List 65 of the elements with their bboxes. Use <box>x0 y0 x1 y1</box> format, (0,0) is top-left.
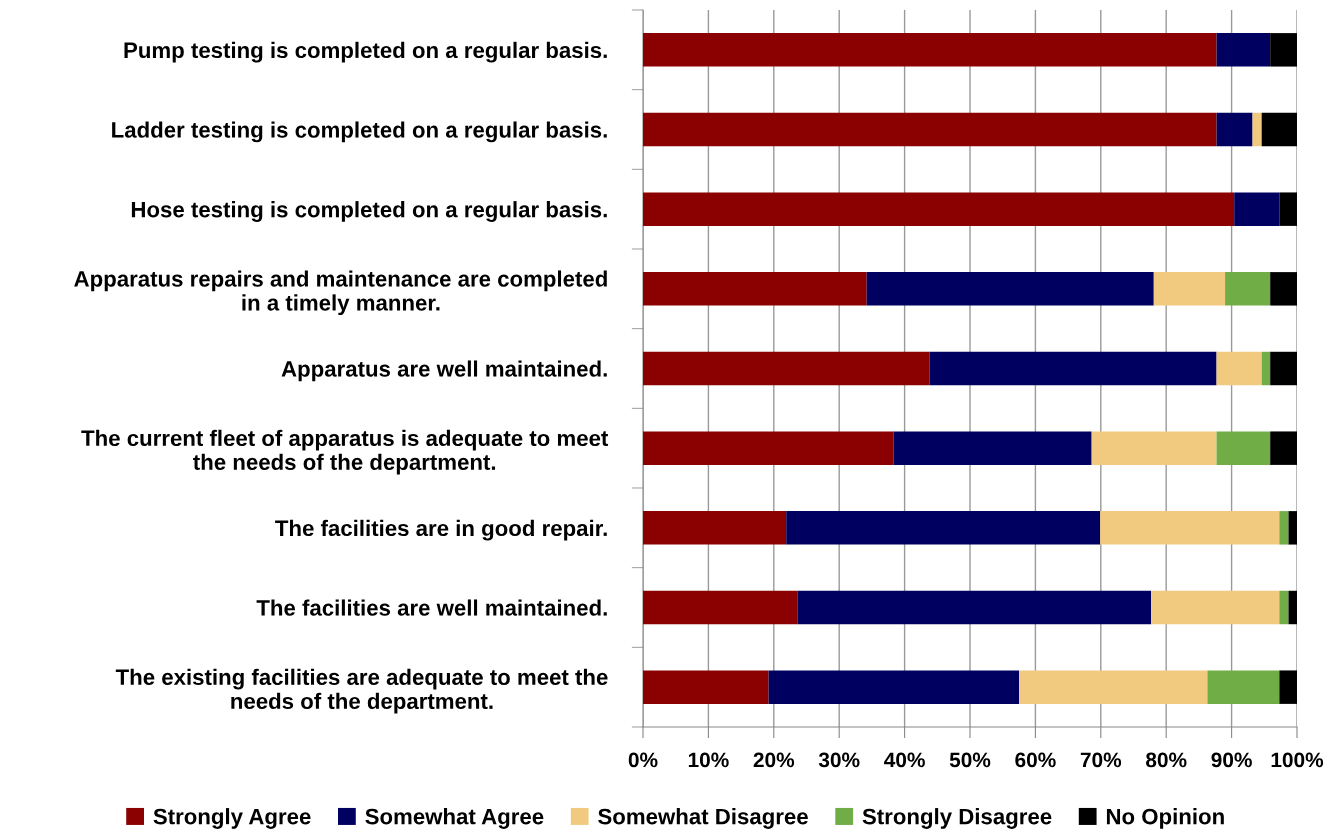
bar <box>1216 33 1271 67</box>
bar <box>643 590 798 625</box>
legend-label: Somewhat Disagree <box>598 808 808 829</box>
bar <box>1279 511 1289 545</box>
bar <box>1270 33 1297 67</box>
x-tick-label: 40% <box>884 752 925 768</box>
x-tick-label: 80% <box>1146 752 1187 768</box>
x-tick-label: 10% <box>688 752 729 768</box>
legend-label: Somewhat Agree <box>365 808 544 829</box>
bar <box>1225 272 1271 306</box>
bar <box>643 511 787 545</box>
bar <box>643 272 867 306</box>
bar <box>643 192 1235 226</box>
bar <box>643 431 894 465</box>
legend-label: No Opinion <box>1106 808 1224 829</box>
bar <box>1279 590 1289 625</box>
y-tick-label: The facilities are well maintained. <box>256 599 607 616</box>
x-tick-label: 90% <box>1211 752 1252 768</box>
bar <box>1270 431 1297 465</box>
bar <box>643 112 1217 147</box>
bar <box>786 511 1101 545</box>
bar <box>768 670 1020 704</box>
bar <box>1270 351 1297 386</box>
bar <box>1153 272 1226 306</box>
bar <box>866 272 1154 306</box>
y-tick-label: Hose testing is completed on a regular basis. <box>131 201 607 222</box>
bar <box>1288 590 1297 625</box>
bar <box>929 351 1217 386</box>
y-tick-label: Ladder testing is completed on a regular basis. <box>112 121 607 143</box>
legend-label: Strongly Disagree <box>862 808 1052 829</box>
y-tick-label: The facilities are in good repair. <box>275 519 607 541</box>
bar <box>1207 670 1280 704</box>
bar <box>1252 112 1262 147</box>
bar <box>1288 511 1297 545</box>
bar <box>1279 670 1297 704</box>
y-tick-label: The current fleet of apparatus is adequate to meet the needs of the department. <box>81 429 609 475</box>
bar <box>1216 112 1253 147</box>
bar <box>1279 192 1297 226</box>
x-tick-label: 30% <box>818 752 860 768</box>
x-tick-label: 0% <box>628 752 658 768</box>
legend-label: Strongly Agree <box>153 808 311 829</box>
bar <box>1091 431 1217 465</box>
bar <box>1151 590 1280 625</box>
bar <box>643 33 1217 67</box>
bar <box>1261 351 1271 386</box>
y-tick-label: The existing facilities are adequate to meet the needs of the department. <box>115 668 608 714</box>
x-tick-label: 100% <box>1271 752 1324 768</box>
bar <box>1216 351 1262 386</box>
bar <box>643 351 930 386</box>
x-tick-label: 70% <box>1080 752 1122 768</box>
y-tick-label: Apparatus are well maintained. <box>281 360 607 382</box>
bar <box>797 590 1152 625</box>
bar <box>1270 272 1297 306</box>
bar <box>1019 670 1208 704</box>
bar <box>1261 112 1297 147</box>
bar <box>1100 511 1280 545</box>
x-tick-label: 20% <box>753 752 795 768</box>
bar <box>643 670 769 704</box>
bar <box>1234 192 1280 226</box>
x-tick-label: 60% <box>1015 752 1056 768</box>
y-tick-label: Pump testing is completed on a regular basis. <box>124 41 607 63</box>
x-tick-label: 50% <box>949 752 991 768</box>
y-tick-label: Apparatus repairs and maintenance are completed in a timely manner. <box>74 270 607 316</box>
bar <box>893 431 1092 465</box>
bar <box>1216 431 1271 465</box>
